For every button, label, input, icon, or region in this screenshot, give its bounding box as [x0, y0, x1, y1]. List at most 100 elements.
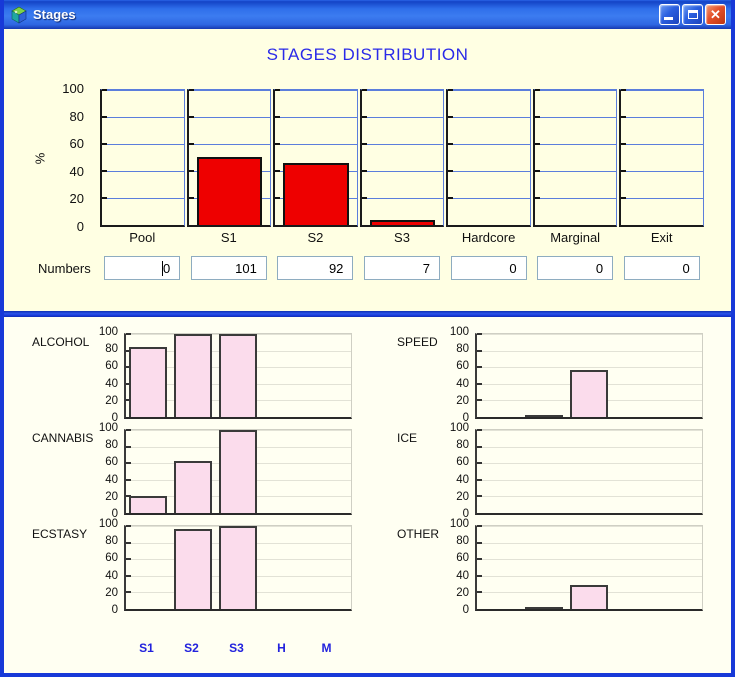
bar-alcohol-s3: [219, 334, 257, 417]
mini-chart-ecstasy: ECSTASY 100 80 60 40 20 0: [32, 518, 369, 616]
mini-y-axis-speed: 100 80 60 40 20 0: [445, 326, 475, 424]
number-field-exit[interactable]: 0: [623, 256, 700, 280]
gridline: [102, 197, 184, 199]
number-field-s1[interactable]: 101: [190, 256, 267, 280]
gridline: [621, 143, 703, 145]
titlebar[interactable]: Stages ✕: [4, 0, 731, 29]
bar-other-s2: [525, 607, 563, 609]
close-icon: ✕: [710, 7, 721, 22]
bar-cannabis-s1: [129, 496, 167, 513]
y-tick-label: 40: [105, 473, 118, 486]
maximize-icon: [687, 10, 698, 19]
y-tick-label: 20: [105, 586, 118, 599]
mini-plot-ecstasy: [124, 525, 352, 611]
drug-charts-panel: ALCOHOL 100 80 60 40 20 0 CANNABIS 100 80 60 40 20 0 E…: [4, 317, 731, 673]
number-field-pool[interactable]: 0: [104, 256, 181, 280]
mini-chart-label-speed: SPEED: [397, 335, 438, 349]
mini-column-right: SPEED 100 80 60 40 20 0 ICE 100 80 60 40 20 0 OTHER 100…: [369, 326, 731, 673]
gridline: [621, 197, 703, 199]
maximize-button[interactable]: [682, 4, 703, 25]
gridline: [477, 462, 702, 465]
mini-plot-cannabis: [124, 429, 352, 515]
y-tick-label: 100: [62, 81, 84, 96]
gridline: [621, 170, 703, 172]
x-label-s1: S1: [139, 641, 154, 655]
number-value: 101: [235, 260, 257, 276]
stage-bar-s3: [369, 220, 436, 225]
mini-column-left: ALCOHOL 100 80 60 40 20 0 CANNABIS 100 80 60 40 20 0 E…: [4, 326, 369, 673]
x-label-h: H: [277, 641, 286, 655]
y-tick-label: 40: [456, 569, 469, 582]
number-value: 7: [422, 260, 430, 276]
bar-cannabis-s3: [219, 430, 257, 513]
stage-category-labels: Pool S1 S2 S3 Hardcore Marginal Exit: [100, 230, 704, 247]
y-tick-label: 100: [449, 326, 469, 338]
mini-plot-other: [475, 525, 703, 611]
gridline: [477, 478, 702, 481]
minimize-button[interactable]: [659, 4, 680, 25]
gridline: [448, 89, 530, 91]
stage-bar-s2: [283, 162, 349, 225]
y-tick-label: 80: [105, 439, 118, 452]
y-tick-label: 0: [111, 412, 118, 424]
stages-distribution-panel: STAGES DISTRIBUTION % 100 80 60 40 20 0 Pool S…: [4, 29, 731, 311]
number-field-s3[interactable]: 7: [363, 256, 440, 280]
y-tick-label: 0: [462, 604, 469, 616]
number-value: 0: [595, 260, 604, 276]
bar-ecstasy-s2: [174, 528, 212, 609]
stage-panel-exit: [619, 89, 704, 227]
y-tick-label: 20: [456, 586, 469, 599]
gridline: [534, 197, 617, 199]
y-axis-unit-label: %: [32, 152, 48, 165]
number-field-hardcore[interactable]: 0: [450, 256, 527, 280]
number-fields: 0 101 92 7 0 0 0: [100, 256, 704, 280]
number-field-s2[interactable]: 92: [277, 256, 354, 280]
y-tick-label: 20: [105, 394, 118, 407]
numbers-row: Numbers 0 101 92 7 0 0 0: [4, 256, 731, 280]
bar-speed-s2: [525, 414, 563, 417]
gridline: [275, 116, 357, 118]
y-tick-label: 20: [105, 490, 118, 503]
mini-chart-label-ecstasy: ECSTASY: [32, 527, 88, 541]
bar-speed-s3: [570, 369, 608, 417]
y-tick-label: 80: [105, 343, 118, 356]
app-icon: [11, 6, 27, 24]
stage-panel-s1: [186, 89, 272, 227]
mini-chart-label-other: OTHER: [397, 527, 439, 541]
y-tick-label: 40: [456, 473, 469, 486]
gridline: [361, 116, 444, 118]
y-tick-label: 0: [111, 604, 118, 616]
number-field-marginal[interactable]: 0: [537, 256, 614, 280]
close-button[interactable]: ✕: [705, 4, 726, 25]
y-tick-label: 60: [105, 552, 118, 565]
category-label-exit: Exit: [650, 230, 673, 245]
section-divider: [4, 311, 731, 317]
x-label-m: M: [321, 641, 332, 655]
category-label-marginal: Marginal: [550, 230, 601, 245]
y-tick-label: 40: [456, 377, 469, 390]
y-tick-label: 60: [69, 136, 84, 152]
gridline: [448, 197, 530, 199]
stage-x-labels: S1 S2 S3 H M: [124, 641, 349, 655]
minimize-icon: [664, 17, 673, 20]
y-tick-label: 100: [98, 518, 118, 530]
x-label-s2: S2: [184, 641, 199, 655]
category-label-s2: S2: [307, 230, 324, 245]
gridline: [534, 143, 617, 145]
y-tick-label: 80: [456, 535, 469, 548]
bar-alcohol-s2: [174, 334, 212, 417]
stage-bar-s1: [196, 156, 262, 225]
window-title: Stages: [33, 7, 76, 22]
category-label-hardcore: Hardcore: [461, 230, 516, 245]
y-tick-label: 0: [462, 508, 469, 520]
mini-y-axis-ice: 100 80 60 40 20 0: [445, 422, 475, 520]
gridline: [621, 89, 703, 91]
gridline: [102, 170, 184, 172]
gridline: [448, 143, 530, 145]
numbers-label: Numbers: [38, 260, 91, 276]
mini-plot-speed: [475, 333, 703, 419]
mini-chart-label-ice: ICE: [397, 431, 418, 445]
gridline: [361, 197, 444, 199]
mini-chart-cannabis: CANNABIS 100 80 60 40 20 0: [32, 422, 369, 520]
y-tick-label: 80: [105, 535, 118, 548]
